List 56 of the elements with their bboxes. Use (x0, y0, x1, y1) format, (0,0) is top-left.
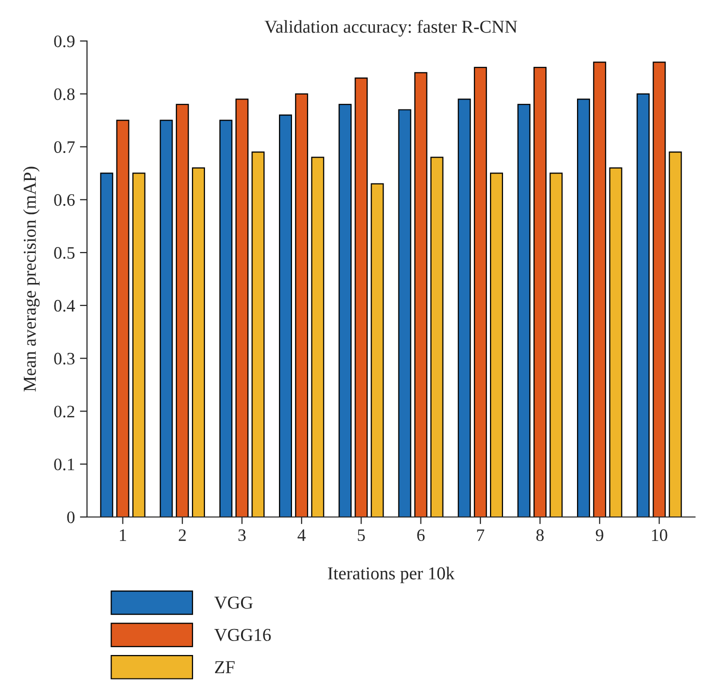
bar (668, 152, 682, 517)
bar (116, 120, 130, 517)
x-tick-label: 2 (178, 529, 186, 541)
bar (219, 120, 232, 517)
bar (609, 167, 622, 517)
x-tick-label: 9 (596, 529, 604, 542)
bar (160, 120, 173, 517)
x-axis-title: Iterations per 10k (328, 566, 455, 584)
bar (132, 172, 146, 517)
x-tick-label: 3 (238, 529, 246, 542)
bar (370, 183, 384, 517)
y-tick-label: 0.6 (54, 194, 75, 206)
y-tick-label: 0.4 (54, 300, 75, 312)
bar (252, 152, 265, 517)
bar (235, 98, 248, 517)
bar (517, 104, 530, 517)
bar (652, 62, 666, 517)
bar (278, 114, 292, 517)
bar (458, 98, 471, 517)
bar (354, 77, 368, 517)
bar (311, 156, 324, 517)
x-tick-label: 10 (652, 529, 668, 542)
bar (636, 93, 650, 517)
x-tick-label: 7 (477, 529, 484, 541)
y-tick-label: 0.7 (54, 141, 75, 154)
x-tick-label: 4 (298, 529, 306, 541)
bar (414, 72, 428, 517)
legend-label: VGG (214, 596, 253, 609)
bar (295, 93, 308, 517)
x-tick-label: 1 (120, 529, 126, 541)
bar (100, 172, 114, 517)
bar (192, 167, 205, 517)
bar (593, 62, 606, 517)
y-tick-label: 0.2 (54, 406, 74, 418)
y-tick-label: 0.8 (54, 88, 75, 100)
y-tick-label: 0.1 (54, 458, 74, 470)
bar (176, 104, 189, 517)
y-tick-label: 0 (67, 511, 75, 524)
bar (534, 66, 547, 517)
bar (338, 104, 352, 517)
y-tick-label: 0.3 (54, 352, 75, 365)
x-tick-label: 6 (417, 529, 425, 542)
bar (430, 156, 444, 517)
bar (474, 66, 487, 517)
bar (398, 109, 412, 517)
bar (550, 172, 563, 517)
y-axis-title: Mean average precision (mAP) (23, 166, 40, 392)
y-tick-label: 0.9 (54, 35, 74, 48)
bar (577, 98, 590, 517)
legend-label: VGG16 (214, 628, 271, 642)
y-tick-label: 0.5 (54, 247, 75, 259)
legend-label: ZF (215, 661, 235, 674)
bar (490, 172, 504, 517)
x-tick-label: 5 (358, 529, 365, 542)
x-tick-label: 8 (536, 529, 544, 542)
chart-title: Validation accuracy: faster R-CNN (264, 20, 518, 37)
